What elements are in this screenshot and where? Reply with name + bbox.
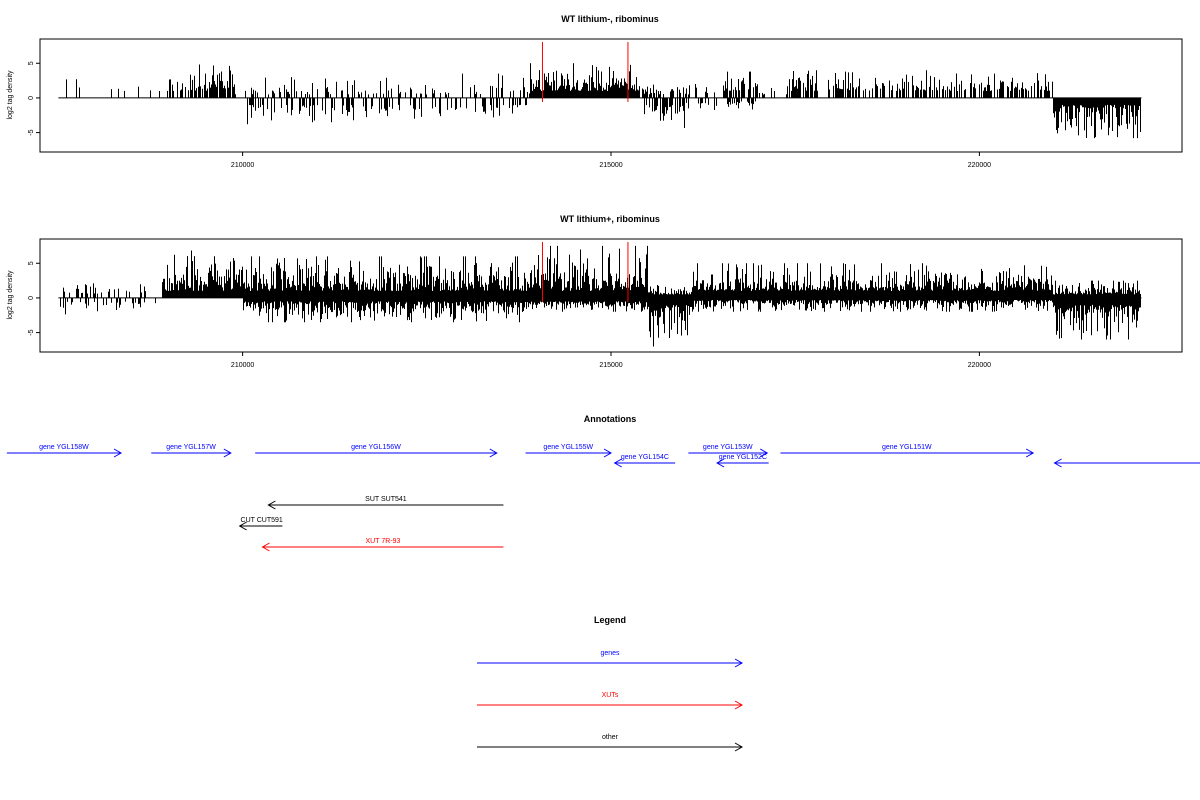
legend-label: genes [600, 650, 620, 657]
panel-title: WT lithium-, ribominus [561, 14, 659, 24]
annotation-arrow [255, 448, 498, 458]
panel-lithium-plus: WT lithium+, ribominus log2 tag density … [7, 214, 1183, 369]
density-bars [60, 245, 1141, 347]
annotations-title: Annotations [584, 414, 637, 424]
x-tick-label: 210000 [231, 362, 254, 369]
annotation-arrow [525, 448, 613, 458]
annotation-label: SUT SUT541 [365, 496, 407, 503]
legend-title: Legend [594, 615, 626, 625]
panel-title: WT lithium+, ribominus [560, 214, 660, 224]
annotation-label: gene YGL154C [621, 454, 669, 461]
legend-label: other [602, 734, 619, 741]
y-axis-label: log2 tag density [7, 70, 14, 120]
y-tick-label: -5 [28, 329, 35, 335]
annotation-label: CUT CUT591 [241, 517, 283, 524]
annotation-label: gene YGL158W [39, 444, 89, 451]
y-axis-label: log2 tag density [7, 270, 14, 320]
annotation-arrow [780, 448, 1035, 458]
x-tick-label: 210000 [231, 162, 254, 169]
legend-arrow [477, 700, 744, 710]
annotation-label: gene YGL153W [703, 444, 753, 451]
x-tick-label: 215000 [599, 362, 622, 369]
annotation-arrow [716, 458, 769, 468]
legend-arrow [477, 742, 744, 752]
annotation-label: gene YGL151W [882, 444, 932, 451]
annotation-label: XUT 7R-93 [366, 538, 401, 545]
axes: 5 0 -5 210000 215000 220000 [28, 42, 1142, 169]
annotation-arrow [688, 448, 769, 458]
annotations-track: Annotations gene YGL158W gene YGL157W gene… [6, 414, 1200, 552]
x-tick-label: 220000 [968, 362, 991, 369]
legend: Legend genes XUTs other [477, 615, 744, 752]
x-tick-label: 220000 [968, 162, 991, 169]
annotation-arrow [238, 521, 283, 531]
annotation-label: gene YGL155W [543, 444, 593, 451]
annotation-arrow [151, 448, 232, 458]
y-tick-label: 0 [28, 96, 35, 100]
legend-label: XUTs [602, 692, 619, 699]
annotation-arrow [613, 458, 676, 468]
annotation-label: gene YGL152C [719, 454, 767, 461]
annotation-label: gene YGL157W [166, 444, 216, 451]
y-tick-label: 5 [28, 61, 35, 65]
annotation-arrow [1053, 458, 1200, 468]
legend-arrow [477, 658, 744, 668]
x-tick-label: 215000 [599, 162, 622, 169]
annotation-arrow [261, 542, 504, 552]
y-tick-label: -5 [28, 129, 35, 135]
y-tick-label: 5 [28, 261, 35, 265]
panel-lithium-minus: WT lithium-, ribominus log2 tag density … [7, 14, 1183, 169]
annotation-label: gene YGL156W [351, 444, 401, 451]
annotation-arrow [6, 448, 123, 458]
axes: 5 0 -5 210000 215000 220000 [28, 242, 1142, 369]
density-bars [66, 63, 1141, 139]
y-tick-label: 0 [28, 296, 35, 300]
annotation-arrow [267, 500, 504, 510]
